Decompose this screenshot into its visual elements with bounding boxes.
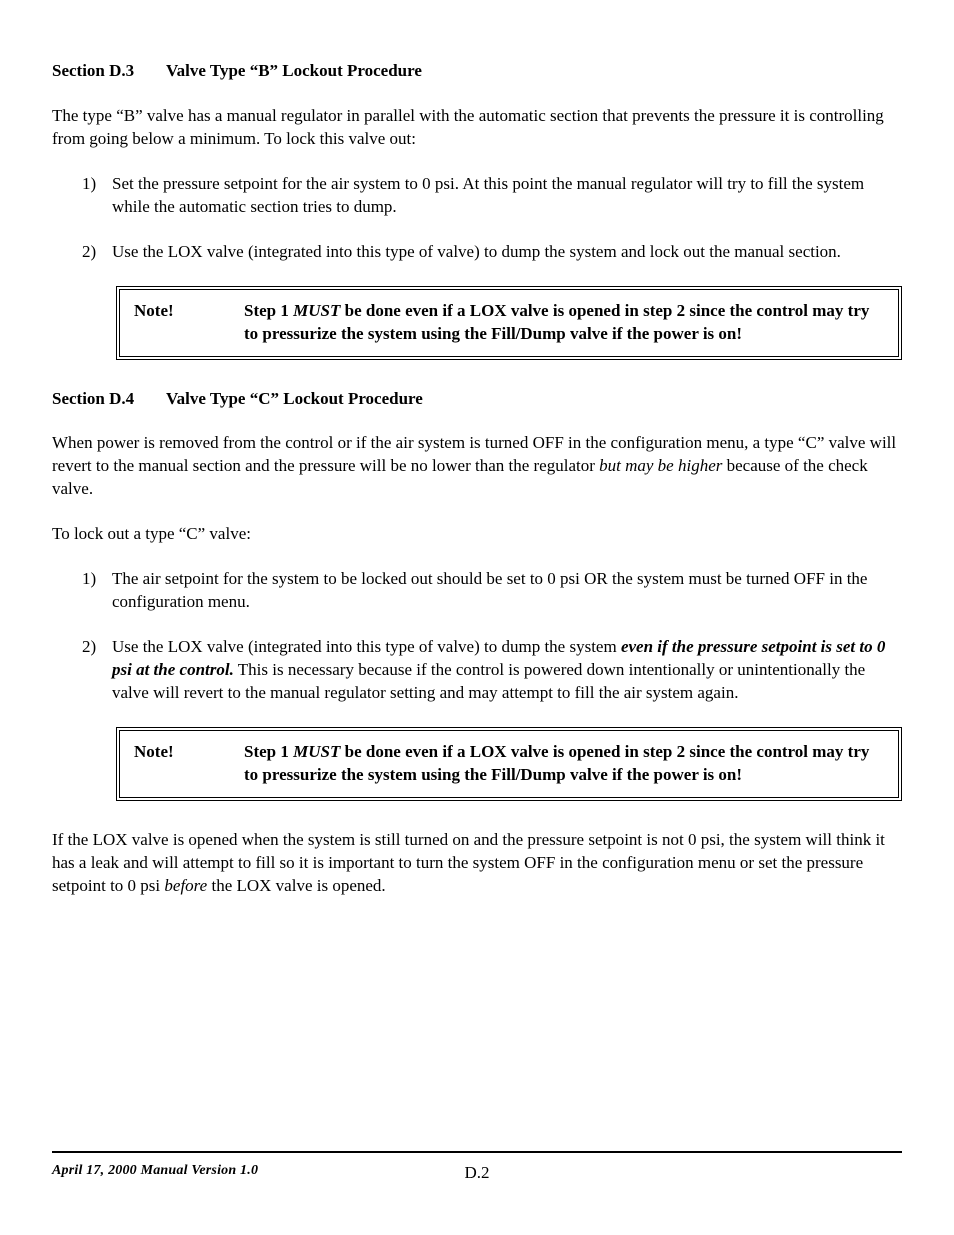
- note-label: Note!: [134, 300, 244, 346]
- section-d4-intro: When power is removed from the control o…: [52, 432, 902, 501]
- list-marker: 1): [82, 173, 112, 219]
- section-d3-list: 1) Set the pressure setpoint for the air…: [82, 173, 902, 264]
- section-d4-item2: 2) Use the LOX valve (integrated into th…: [82, 636, 902, 705]
- list-marker: 2): [82, 636, 112, 705]
- item2-text-a: Use the LOX valve (integrated into this …: [112, 637, 621, 656]
- section-d4-closing: If the LOX valve is opened when the syst…: [52, 829, 902, 898]
- section-d3-number: Section D.3: [52, 60, 162, 83]
- section-d3-heading: Section D.3 Valve Type “B” Lockout Proce…: [52, 60, 902, 83]
- section-d4-heading: Section D.4 Valve Type “C” Lockout Proce…: [52, 388, 902, 411]
- note-text-a: Step 1: [244, 742, 293, 761]
- note-must: MUST: [293, 301, 340, 320]
- section-d3-note: Note! Step 1 MUST be done even if a LOX …: [116, 286, 902, 360]
- list-marker: 1): [82, 568, 112, 614]
- section-d3-intro: The type “B” valve has a manual regulato…: [52, 105, 902, 151]
- list-content: Use the LOX valve (integrated into this …: [112, 636, 902, 705]
- section-d4-item1: 1) The air setpoint for the system to be…: [82, 568, 902, 614]
- footer-page-number: D.2: [52, 1162, 902, 1185]
- list-content: The air setpoint for the system to be lo…: [112, 568, 902, 614]
- note-content: Step 1 MUST be done even if a LOX valve …: [244, 300, 884, 346]
- footer-rule: [52, 1151, 902, 1153]
- list-content: Use the LOX valve (integrated into this …: [112, 241, 902, 264]
- section-d3-item1: 1) Set the pressure setpoint for the air…: [82, 173, 902, 219]
- section-d4-number: Section D.4: [52, 388, 162, 411]
- section-d3: Section D.3 Valve Type “B” Lockout Proce…: [52, 60, 902, 360]
- section-d4-lead: To lock out a type “C” valve:: [52, 523, 902, 546]
- note-label: Note!: [134, 741, 244, 787]
- list-content: Set the pressure setpoint for the air sy…: [112, 173, 902, 219]
- intro-but: but may be higher: [599, 456, 722, 475]
- section-d4-title: Valve Type “C” Lockout Procedure: [166, 389, 423, 408]
- page-footer: April 17, 2000 Manual Version 1.0 D.2: [52, 1162, 902, 1181]
- closing-text-b: the LOX valve is opened.: [207, 876, 385, 895]
- section-d3-item2: 2) Use the LOX valve (integrated into th…: [82, 241, 902, 264]
- note-must: MUST: [293, 742, 340, 761]
- section-d4-note: Note! Step 1 MUST be done even if a LOX …: [116, 727, 902, 801]
- note-content: Step 1 MUST be done even if a LOX valve …: [244, 741, 884, 787]
- section-d4: Section D.4 Valve Type “C” Lockout Proce…: [52, 388, 902, 898]
- closing-before: before: [164, 876, 207, 895]
- section-d4-list: 1) The air setpoint for the system to be…: [82, 568, 902, 705]
- section-d3-title: Valve Type “B” Lockout Procedure: [166, 61, 422, 80]
- note-text-a: Step 1: [244, 301, 293, 320]
- list-marker: 2): [82, 241, 112, 264]
